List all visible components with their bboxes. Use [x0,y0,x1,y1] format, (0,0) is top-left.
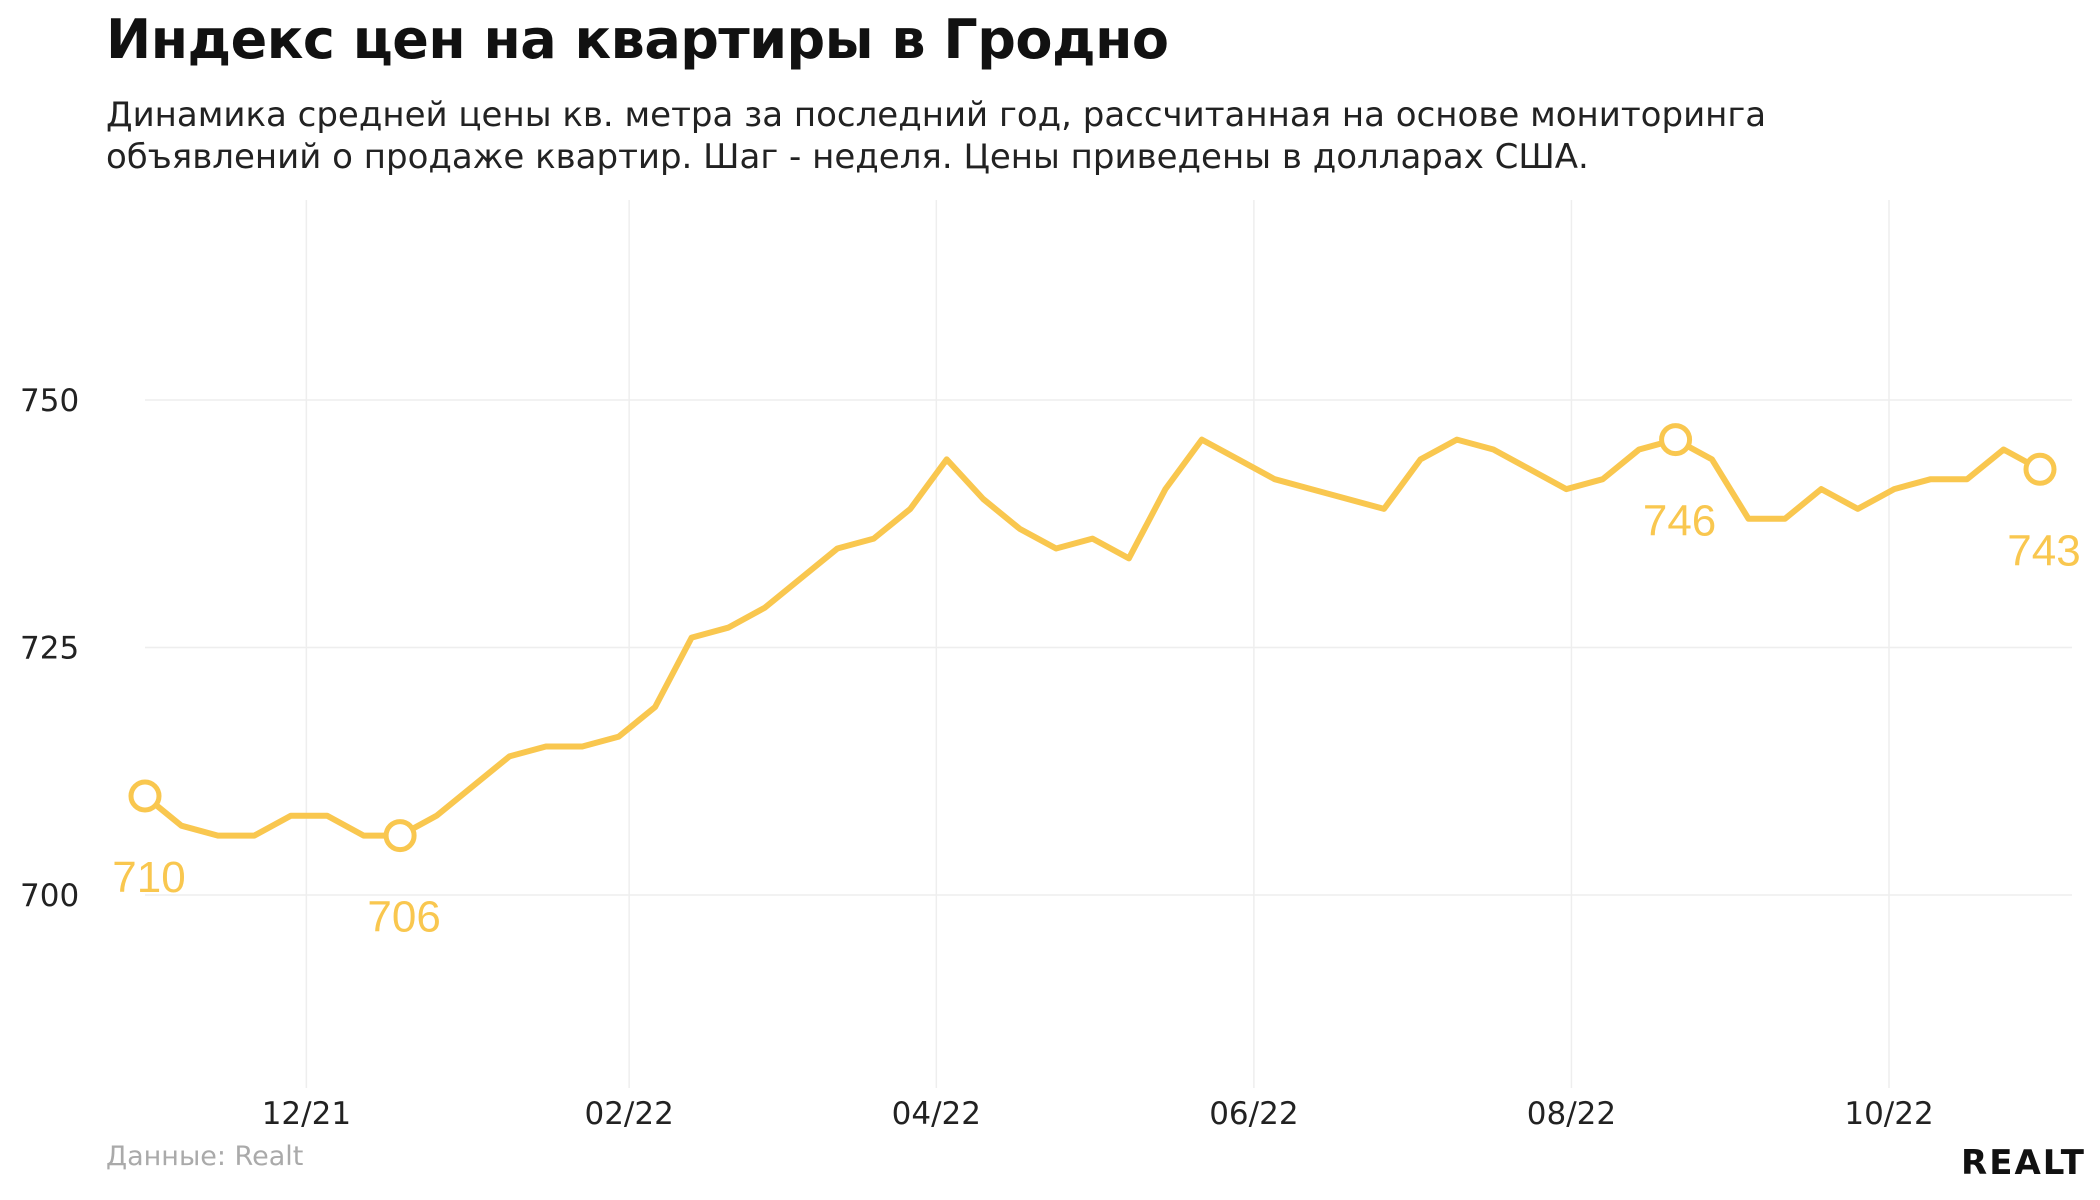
brand-logo: REALT [1961,1143,2086,1183]
source-note: Данные: Realt [106,1141,304,1172]
chart-title: Индекс цен на квартиры в Гродно [106,8,1169,71]
annotation-layer: 710 706 746 743 [112,423,2081,942]
x-tick-label: 12/21 [262,1096,351,1132]
point-marker [1659,423,1693,457]
price-series-line [142,436,2043,839]
subtitle-line-1: Динамика средней цены кв. метра за после… [106,95,1767,135]
series-layer [142,436,2043,839]
x-axis: 12/21 02/22 04/22 06/22 08/22 10/22 [262,1096,1934,1132]
x-tick-label: 10/22 [1844,1096,1933,1132]
data-label: 743 [2007,526,2080,575]
x-tick-label: 04/22 [892,1096,981,1132]
y-tick-label: 700 [20,878,79,914]
subtitle-line-2: объявлений о продаже квартир. Шаг - неде… [106,137,1589,177]
x-tick-label: 06/22 [1209,1096,1298,1132]
chart-subtitle: Динамика средней цены кв. метра за после… [106,94,1926,178]
data-label: 710 [112,853,185,902]
data-label: 746 [1643,497,1716,546]
data-label: 706 [367,893,440,942]
x-tick-label: 08/22 [1527,1096,1616,1132]
grid-lines [145,200,2072,1088]
point-marker [383,819,417,853]
x-tick-label: 02/22 [584,1096,673,1132]
point-marker [2023,452,2057,486]
y-axis: 700 725 750 [20,383,79,914]
point-marker [128,779,162,813]
y-tick-label: 725 [20,631,79,667]
y-tick-label: 750 [20,383,79,419]
